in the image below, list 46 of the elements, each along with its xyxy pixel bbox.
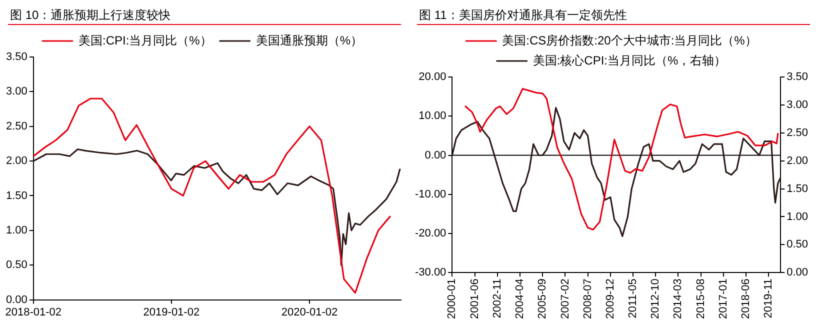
legend-label: 美国:CPI:当月同比（%）	[78, 33, 212, 48]
x-tick-label: 2004-04	[514, 278, 526, 320]
y-tick-label: -30.00	[414, 266, 446, 279]
y-tick-label: 0.50	[6, 259, 28, 272]
x-tick-label: 2002-11	[491, 278, 504, 318]
x-tick-label: 2018-01-02	[5, 306, 62, 318]
x-tick-label: 2012-10	[650, 278, 662, 320]
x-tick-label: 2019-11	[762, 278, 775, 318]
y-tick-label: 1.50	[6, 190, 28, 202]
y-tick-label: 20.00	[418, 71, 446, 84]
y-tick-label: 3.00	[6, 86, 28, 98]
x-tick-label: 2018-06	[740, 278, 752, 320]
legend-label: 美国通胀预期（%）	[256, 33, 363, 48]
y2-tick-label: 3.50	[786, 71, 808, 84]
y2-tick-label: 2.00	[786, 154, 808, 167]
x-tick-label: 2000-01	[446, 278, 458, 320]
x-tick-label: 2020-01-02	[281, 306, 338, 318]
y-tick-label: 0.00	[424, 149, 446, 162]
x-tick-label: 2007-02	[559, 278, 572, 320]
y-tick-label: 3.50	[6, 51, 28, 64]
x-tick-label: 2017-01	[717, 278, 730, 320]
x-tick-label: 2009-12	[604, 278, 616, 320]
chart-title: 图 10：通胀预期上行速度较快	[8, 6, 401, 25]
y2-tick-label: 1.50	[786, 182, 808, 195]
y2-tick-label: 0.50	[786, 238, 808, 251]
legend-label: 美国:核心CPI:当月同比（%，右轴）	[532, 53, 726, 68]
x-tick-label: 2014-03	[672, 278, 684, 320]
y-tick-label: -20.00	[414, 228, 446, 240]
chart-title: 图 11：美国房价对通胀具有一定领先性	[417, 6, 810, 25]
x-tick-label: 2019-01-02	[143, 306, 200, 318]
x-tick-label: 2008-07	[582, 278, 594, 320]
y2-tick-label: 1.00	[786, 210, 808, 223]
y2-tick-label: 2.50	[786, 126, 808, 139]
y-tick-label: 10.00	[418, 110, 446, 122]
y-tick-label: 2.50	[6, 120, 28, 132]
x-tick-label: 2001-06	[468, 278, 481, 320]
y2-tick-label: 3.00	[786, 98, 808, 111]
y-tick-label: -10.00	[414, 188, 446, 200]
x-tick-label: 2005-09	[536, 278, 549, 320]
y-tick-label: 1.00	[6, 224, 28, 236]
y-tick-label: 2.00	[6, 155, 28, 168]
y-tick-label: 0.00	[6, 294, 28, 306]
y2-tick-label: 0.00	[786, 266, 808, 279]
legend-label: 美国:CS房价指数:20个大中城市:当月同比（%）	[502, 33, 757, 48]
x-tick-label: 2015-08	[694, 278, 707, 320]
x-tick-label: 2011-05	[626, 278, 639, 318]
